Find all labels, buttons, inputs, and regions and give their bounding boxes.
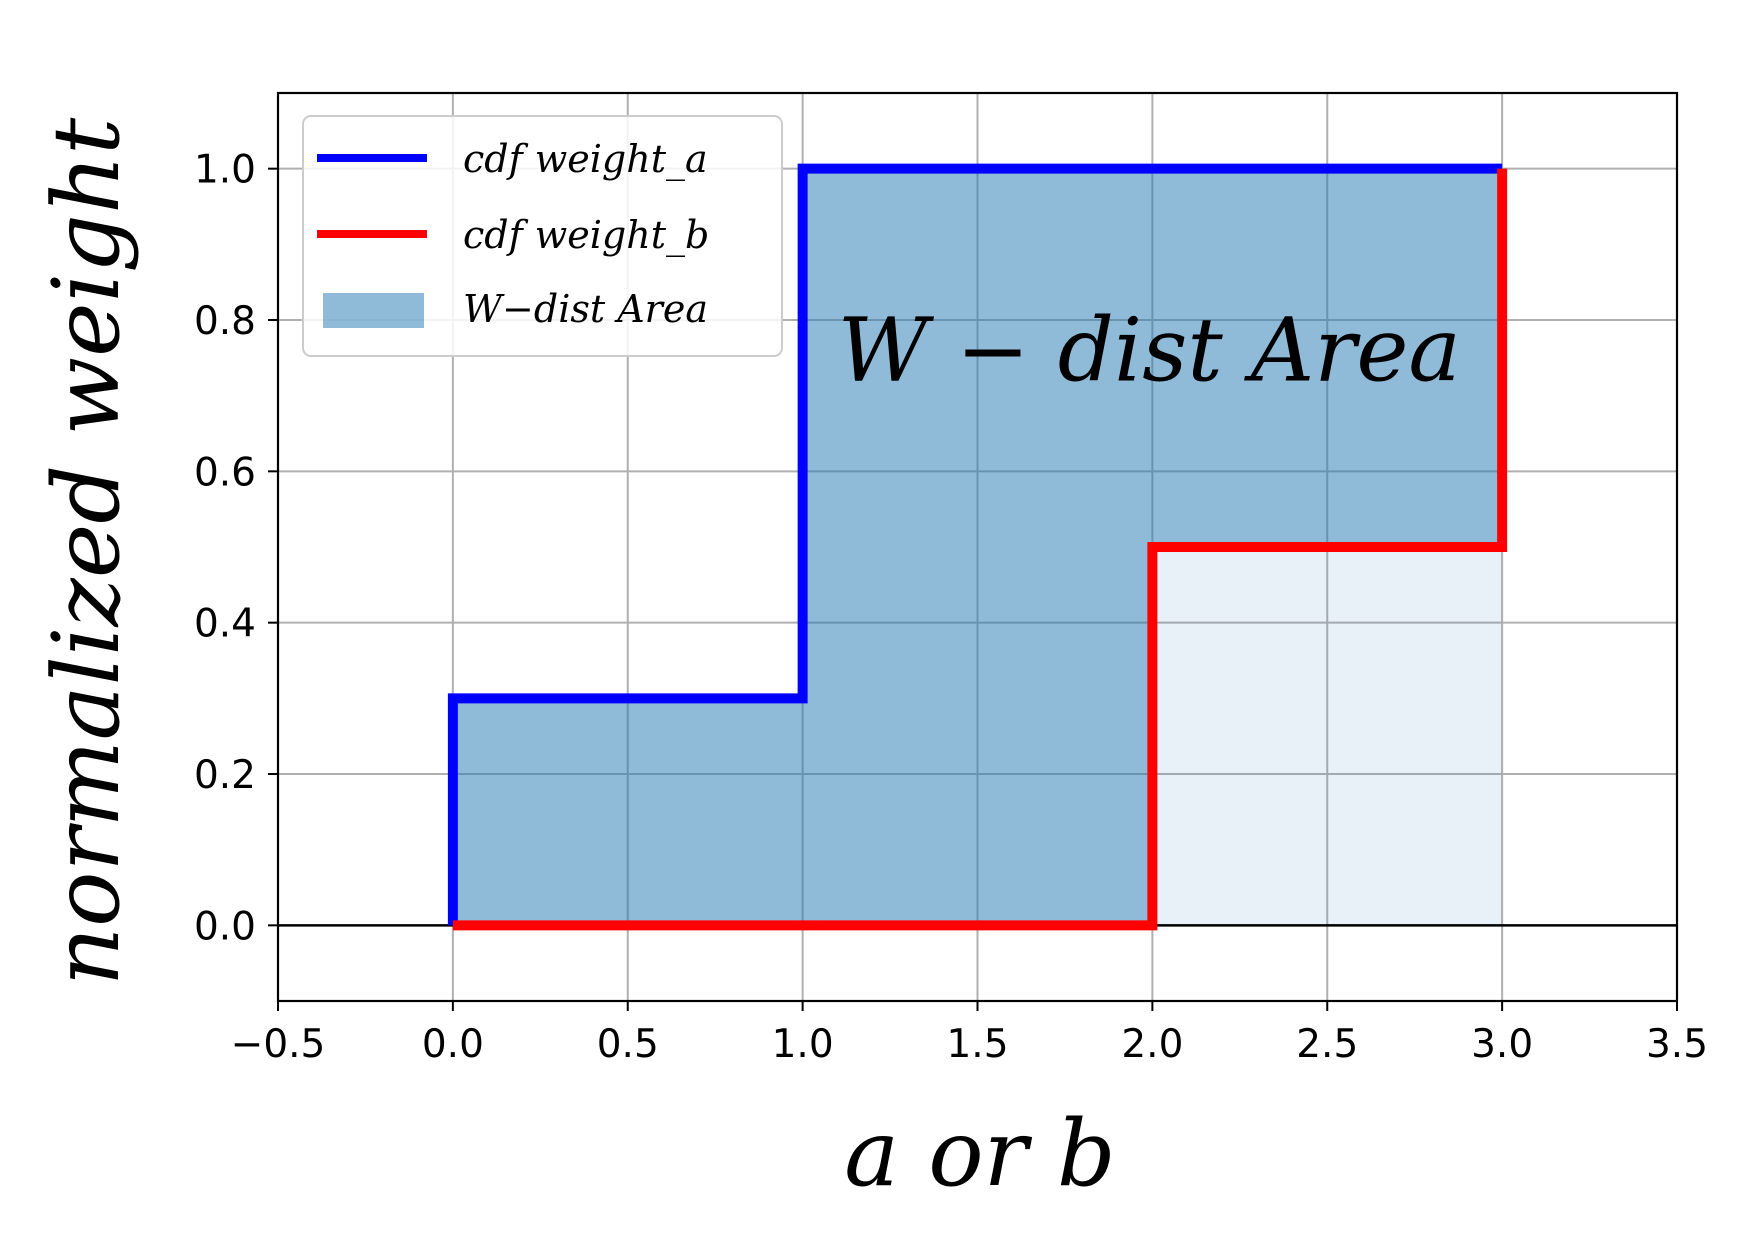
legend-label-area: W−dist Area [463,287,708,331]
x-tick-label: 3.5 [1646,1022,1708,1067]
x-tick-label: 2.5 [1296,1022,1358,1067]
x-tick-label: −0.5 [231,1022,326,1067]
y-tick-label: 0.4 [194,602,256,647]
y-tick-label: 1.0 [194,148,256,193]
series-line-weight-a [447,163,1503,926]
y-axis-ticks: 0.0 0.2 0.4 0.6 0.8 1.0 [194,148,278,949]
y-tick-label: 0.2 [194,753,256,798]
series-line-weight-b [452,168,1508,931]
x-tick-label: 2.0 [1121,1022,1183,1067]
y-tick-label: 0.8 [194,299,256,344]
x-tick-label: 0.5 [597,1022,659,1067]
legend-swatch-area [323,293,424,328]
fill-areas [452,168,1503,926]
x-tick-label: 1.5 [946,1022,1008,1067]
y-tick-label: 0.0 [194,904,256,949]
x-axis-ticks: −0.5 0.0 0.5 1.0 1.5 2.0 2.5 3.0 3.5 [231,1001,1708,1067]
area-annotation: W − dist Area [838,299,1461,402]
y-axis-title: normalized weight [33,117,140,986]
legend: cdf weight_a cdf weight_b W−dist Area [302,115,783,357]
x-axis-title: a or b [844,1100,1116,1207]
legend-label-weight-b: cdf weight_b [463,213,709,258]
x-tick-label: 3.0 [1471,1022,1533,1067]
light-fill-area [1152,547,1503,926]
w-dist-area-fill [452,168,1503,926]
legend-label-weight-a: cdf weight_a [463,137,708,182]
y-tick-label: 0.6 [194,450,256,495]
x-tick-label: 0.0 [422,1022,484,1067]
series-lines [447,163,1508,931]
x-tick-label: 1.0 [772,1022,834,1067]
